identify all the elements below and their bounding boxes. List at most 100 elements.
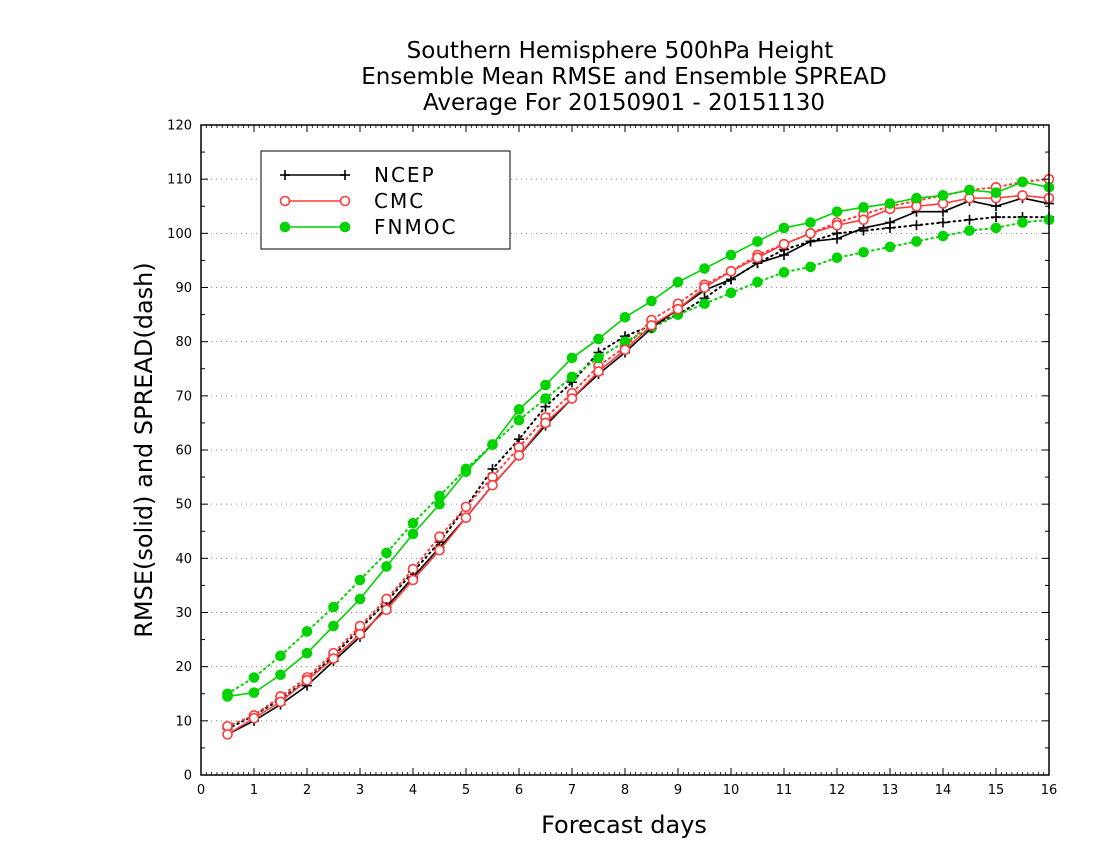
- legend-label: FNMOC: [374, 215, 457, 239]
- x-tick-label: 1: [250, 783, 258, 798]
- data-point-cmc-rmse: [1017, 190, 1028, 201]
- x-tick-label: 10: [723, 783, 740, 798]
- y-tick-label: 50: [175, 498, 192, 513]
- data-point-fnmoc-rmse: [831, 206, 843, 217]
- data-point-fnmoc-rmse: [354, 593, 366, 605]
- data-point-fnmoc-spread: [699, 298, 710, 310]
- y-tick-label: 60: [175, 444, 192, 459]
- data-point-fnmoc-spread: [407, 517, 419, 529]
- data-point-ncep-rmse: [832, 233, 842, 244]
- chart-title: Southern Hemisphere 500hPa Height Ensemb…: [361, 38, 886, 116]
- x-tick-label: 13: [882, 783, 899, 798]
- x-axis-title: Forecast days: [541, 811, 707, 839]
- data-point-fnmoc-spread: [566, 371, 578, 383]
- series-ncep-rmse: [222, 193, 1054, 740]
- x-tick-label: 14: [935, 783, 952, 798]
- data-point-fnmoc-spread: [884, 241, 896, 253]
- data-point-cmc-rmse: [354, 628, 366, 640]
- y-tick-label: 30: [175, 606, 192, 621]
- data-point-fnmoc-spread: [805, 261, 816, 273]
- data-point-fnmoc-spread: [248, 672, 260, 683]
- data-point-cmc-spread: [434, 531, 445, 542]
- data-point-cmc-rmse: [301, 674, 313, 686]
- x-tick-label: 7: [568, 783, 576, 798]
- legend-marker-right: [339, 195, 351, 207]
- x-tick-label: 4: [409, 783, 417, 798]
- data-point-fnmoc-rmse: [990, 187, 1002, 199]
- data-point-fnmoc-spread: [328, 601, 339, 613]
- data-point-ncep-spread: [911, 220, 922, 231]
- data-point-ncep-rmse: [779, 250, 789, 260]
- data-point-fnmoc-spread: [911, 236, 922, 247]
- x-tick-label: 12: [829, 783, 846, 798]
- data-point-fnmoc-rmse: [884, 198, 896, 209]
- series-fnmoc-rmse: [222, 176, 1055, 702]
- data-point-fnmoc-rmse: [222, 691, 233, 702]
- data-point-cmc-rmse: [619, 344, 631, 356]
- y-tick-label: 0: [184, 769, 192, 784]
- chart-title-line-2: Ensemble Mean RMSE and Ensemble SPREAD: [361, 64, 886, 90]
- data-point-cmc-rmse: [646, 320, 657, 331]
- data-point-cmc-rmse: [275, 696, 286, 708]
- y-axis-title: RMSE(solid) and SPREAD(dash): [130, 262, 158, 638]
- y-tick-label: 70: [175, 389, 192, 404]
- series-line-ncep-spread: [226, 216, 1050, 730]
- data-point-fnmoc-rmse: [301, 647, 313, 659]
- series-line-fnmoc-spread: [226, 218, 1050, 695]
- data-point-cmc-rmse: [566, 393, 578, 404]
- series-ncep-spread: [222, 212, 1054, 734]
- data-point-fnmoc-rmse: [805, 217, 816, 228]
- x-tick-label: 3: [356, 783, 364, 798]
- y-tick-label: 100: [167, 227, 192, 242]
- data-point-fnmoc-rmse: [725, 249, 737, 261]
- data-point-cmc-rmse: [460, 512, 472, 524]
- data-point-fnmoc-spread: [990, 222, 1002, 234]
- series-layer: [222, 173, 1055, 740]
- data-point-fnmoc-rmse: [328, 620, 339, 632]
- data-point-cmc-rmse: [672, 303, 684, 315]
- data-point-fnmoc-rmse: [964, 184, 975, 196]
- data-point-cmc-rmse: [725, 265, 737, 277]
- data-point-fnmoc-rmse: [1017, 176, 1028, 188]
- gridlines: [201, 178, 1049, 722]
- data-point-fnmoc-spread: [593, 352, 604, 364]
- data-point-fnmoc-rmse: [911, 192, 922, 204]
- data-point-fnmoc-rmse: [752, 236, 763, 247]
- data-point-ncep-spread: [964, 214, 975, 225]
- y-tick-label: 80: [175, 335, 192, 350]
- data-point-fnmoc-rmse: [619, 311, 631, 323]
- data-point-fnmoc-rmse: [513, 404, 525, 415]
- data-point-fnmoc-spread: [725, 287, 737, 299]
- data-point-fnmoc-rmse: [699, 263, 710, 274]
- data-point-fnmoc-spread: [1017, 217, 1028, 228]
- x-tick-label: 2: [303, 783, 311, 798]
- data-point-cmc-rmse: [487, 479, 498, 491]
- data-point-ncep-spread: [938, 217, 948, 228]
- y-tick-label: 40: [175, 552, 192, 567]
- x-tick-label: 6: [515, 783, 523, 798]
- data-point-fnmoc-rmse: [540, 379, 551, 391]
- series-fnmoc-spread: [222, 214, 1055, 700]
- data-point-ncep-spread: [991, 212, 1001, 223]
- data-point-fnmoc-rmse: [407, 528, 419, 540]
- x-axis: 0 1 2 3 4 5 6 7 8 9 10 11 12 13 14 15 16: [197, 125, 1057, 798]
- x-tick-label: 0: [197, 783, 205, 798]
- x-tick-label: 8: [621, 783, 629, 798]
- series-cmc-rmse: [222, 190, 1055, 740]
- chart-title-line-1: Southern Hemisphere 500hPa Height: [407, 38, 834, 64]
- data-point-fnmoc-spread: [937, 230, 949, 242]
- data-point-fnmoc-rmse: [487, 439, 498, 450]
- data-point-fnmoc-rmse: [381, 561, 392, 572]
- data-point-fnmoc-rmse: [434, 498, 445, 510]
- data-point-fnmoc-spread: [964, 225, 975, 236]
- data-point-cmc-rmse: [752, 252, 763, 264]
- data-point-fnmoc-rmse: [460, 466, 472, 477]
- data-point-fnmoc-spread: [513, 414, 525, 426]
- legend-marker-left: [279, 221, 291, 233]
- y-tick-label: 20: [175, 660, 192, 675]
- y-axis: 0 10 20 30 40 50 60 70 80 90 100 110 120: [167, 119, 1049, 784]
- series-line-ncep-rmse: [227, 197, 1050, 736]
- data-point-cmc-rmse: [593, 366, 604, 377]
- y-tick-label: 10: [175, 714, 192, 729]
